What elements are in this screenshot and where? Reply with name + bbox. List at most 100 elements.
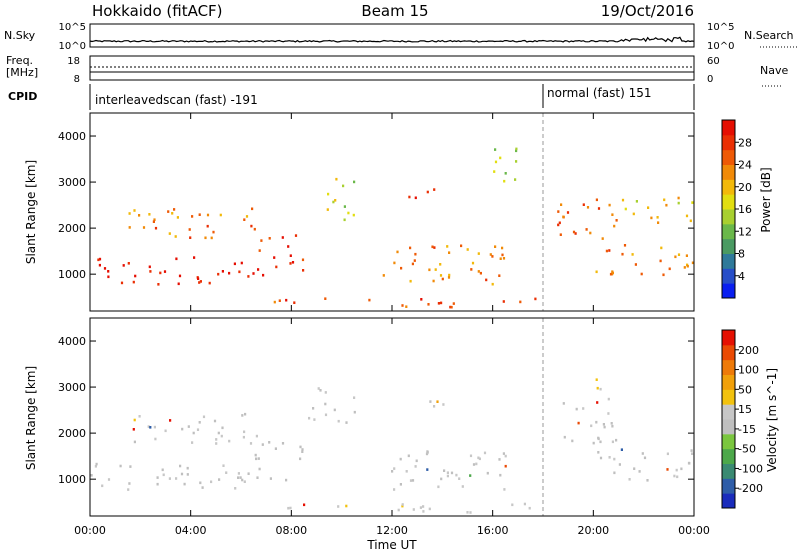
colorbar-segment	[722, 253, 735, 269]
x-tick-label: 12:00	[376, 524, 408, 537]
echo-cell	[285, 298, 288, 302]
echo-cell	[477, 456, 480, 460]
echo-cell	[635, 200, 638, 203]
echo-cell	[597, 437, 600, 441]
colorbar-tick-label: 12	[738, 225, 752, 238]
colorbar-segment	[722, 134, 735, 151]
echo-cell	[327, 192, 330, 196]
freq-left-tick-top: 18	[67, 56, 80, 67]
echo-cell	[558, 221, 561, 225]
echo-cell	[217, 431, 220, 435]
echo-cell	[103, 267, 107, 270]
echo-cell	[129, 465, 132, 468]
echo-cell	[213, 419, 217, 423]
echo-cell	[228, 439, 231, 443]
echo-cell	[239, 476, 242, 479]
echo-cell	[660, 246, 663, 250]
echo-cell	[628, 478, 631, 481]
echo-cell	[433, 188, 436, 191]
echo-cell	[613, 471, 616, 475]
echo-cell	[221, 426, 224, 430]
colorbar-segment	[722, 463, 735, 479]
echo-cell	[120, 281, 124, 285]
echo-cell	[446, 245, 449, 248]
cpid-label: CPID	[8, 90, 37, 103]
echo-cell	[582, 407, 585, 410]
echo-cell	[663, 198, 666, 202]
power-colorbar-label: Power [dB]	[759, 167, 773, 232]
echo-cell	[269, 477, 272, 480]
echo-cell	[499, 156, 502, 160]
echo-cell	[397, 508, 400, 512]
echo-cell	[255, 434, 258, 438]
echo-cell	[199, 280, 202, 283]
colorbar-segment	[722, 330, 735, 346]
echo-cell	[607, 397, 610, 401]
echo-cell	[689, 219, 692, 223]
echo-cell	[409, 246, 412, 250]
echo-cell	[273, 300, 276, 304]
x-tick-label: 08:00	[275, 524, 307, 537]
echo-cell	[666, 452, 669, 456]
echo-cell	[199, 481, 202, 485]
echo-cell	[686, 264, 689, 268]
y-tick-label: 1000	[58, 473, 86, 486]
echo-cell	[607, 412, 610, 415]
echo-cell	[574, 232, 577, 235]
echo-cell	[153, 425, 156, 429]
echo-cell	[225, 471, 228, 474]
colorbar-segment	[722, 493, 735, 509]
noise-panel: N.Sky 10^5 10^0 10^5 10^0 N.Search	[4, 22, 798, 52]
echo-cell	[268, 237, 271, 240]
echo-cell	[650, 216, 653, 220]
echo-cell	[128, 226, 131, 229]
echo-cell	[502, 257, 506, 260]
echo-cell	[455, 473, 458, 477]
echo-cell	[332, 200, 335, 204]
echo-cell	[337, 419, 340, 423]
echo-cell	[324, 297, 327, 300]
echo-cell	[427, 303, 430, 306]
freq-left-tick-bottom: 8	[74, 74, 80, 85]
echo-cell	[577, 421, 580, 425]
echo-cell	[240, 261, 243, 265]
echo-cell	[303, 503, 306, 507]
echo-cell	[169, 419, 172, 422]
echo-cell	[234, 487, 237, 490]
y-tick-label: 4000	[58, 335, 86, 348]
colorbar-segment	[722, 179, 735, 195]
echo-cell	[215, 438, 218, 441]
echo-cell	[281, 442, 285, 445]
echo-cell	[440, 477, 443, 481]
echo-cell	[632, 212, 635, 216]
echo-cell	[494, 245, 497, 248]
echo-cell	[409, 279, 412, 283]
colorbar-segment	[722, 268, 735, 284]
echo-cell	[511, 503, 514, 507]
echo-cell	[615, 219, 618, 222]
echo-cell	[159, 271, 162, 275]
echo-cell	[408, 195, 411, 199]
echo-cell	[572, 230, 576, 234]
colorbar-segment	[722, 404, 735, 420]
echo-cell	[571, 439, 574, 443]
echo-cell	[334, 199, 337, 202]
echo-cell	[317, 387, 320, 390]
echo-cell	[638, 470, 641, 473]
echo-cell	[673, 474, 676, 478]
echo-cell	[426, 450, 429, 453]
echo-cell	[198, 213, 201, 216]
echo-cell	[674, 255, 677, 259]
echo-cell	[414, 465, 417, 468]
echo-cell	[560, 203, 563, 206]
echo-cell	[458, 477, 461, 480]
echo-cell	[299, 457, 302, 461]
velocity-colorbar-label: Velocity [m s^-1]	[765, 368, 779, 472]
echo-cell	[186, 466, 189, 470]
echo-cell	[353, 180, 356, 184]
echo-cell	[595, 198, 598, 202]
echo-cell	[534, 297, 537, 301]
colorbar-segment	[722, 448, 735, 464]
echo-cell	[198, 281, 201, 284]
echo-cell	[559, 233, 562, 236]
